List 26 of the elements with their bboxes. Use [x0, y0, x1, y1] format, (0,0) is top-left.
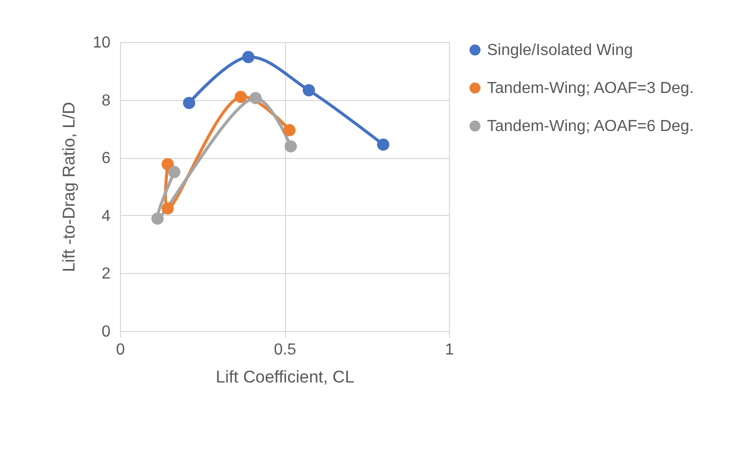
y-tick-label: 8	[102, 92, 111, 110]
point	[162, 158, 174, 170]
y-tick-label: 10	[92, 34, 111, 52]
point	[234, 90, 247, 104]
point	[168, 166, 180, 178]
y-tick-label: 6	[102, 150, 111, 168]
x-axis-title: Lift Coefficient, CL	[216, 368, 354, 386]
x-tick-label: 0.5	[274, 342, 296, 358]
legend-label: Tandem-Wing; AOAF=3 Deg.	[487, 80, 694, 97]
point	[242, 50, 254, 64]
x-tick-label: 0	[116, 342, 126, 358]
point	[284, 140, 297, 152]
point	[182, 96, 196, 110]
x-tick-label: 1	[445, 342, 454, 358]
point	[249, 92, 262, 104]
legend-label: Tandem-Wing; AOAF=6 Deg.	[487, 118, 694, 135]
point	[283, 124, 296, 136]
y-axis-title: Lift -to-Drag Ratio, L/D	[60, 102, 79, 272]
point	[302, 84, 315, 96]
y-tick-label: 4	[102, 208, 111, 225]
point	[151, 212, 164, 225]
y-tick-label: 2	[102, 266, 111, 283]
point	[162, 202, 174, 215]
legend-label: Single/Isolated Wing	[487, 42, 633, 59]
point	[377, 138, 390, 151]
y-tick-label: 0	[102, 324, 111, 340]
